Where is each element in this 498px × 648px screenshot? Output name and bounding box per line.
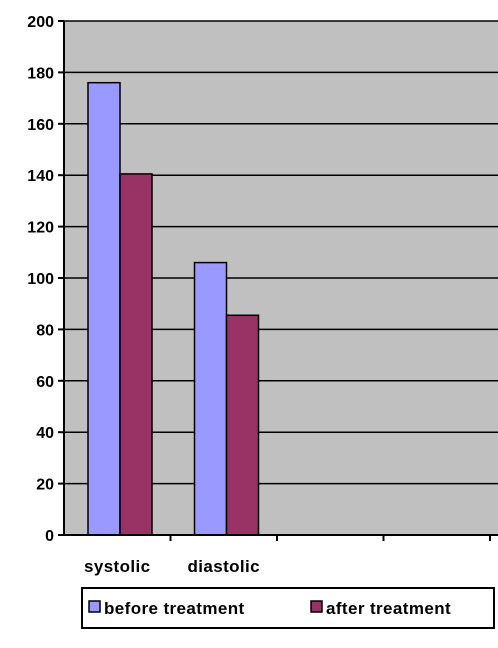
bar-before-treatment-diastolic	[193, 261, 228, 536]
x-category-label-systolic: systolic	[84, 557, 151, 576]
y-tick-label-200: 200	[27, 14, 54, 31]
legend-box	[81, 587, 495, 629]
bars	[87, 81, 260, 536]
x-category-labels: systolic diastolic	[84, 557, 260, 576]
y-tick-labels: 0 20 40 60 80 100 120 140 160 180 200	[27, 14, 54, 545]
bar-after-treatment-diastolic	[225, 314, 260, 536]
legend-label-after-treatment: after treatment	[326, 599, 451, 618]
axes	[58, 20, 498, 541]
y-tick-label-40: 40	[36, 425, 54, 442]
y-tick-label-180: 180	[27, 65, 54, 82]
y-tick-label-160: 160	[27, 117, 54, 134]
legend-swatch-before-treatment	[88, 600, 101, 613]
bar-before-treatment-systolic	[87, 81, 121, 536]
x-category-label-diastolic: diastolic	[187, 557, 260, 576]
y-tick-label-80: 80	[36, 322, 54, 339]
legend-label-before-treatment: before treatment	[104, 599, 245, 618]
legend-swatch-after-treatment	[310, 600, 323, 613]
y-tick-label-120: 120	[27, 220, 54, 237]
y-tick-label-20: 20	[36, 477, 54, 494]
y-tick-label-0: 0	[45, 528, 54, 545]
bar-after-treatment-systolic	[119, 173, 153, 536]
y-tick-label-100: 100	[27, 271, 54, 288]
y-tick-label-140: 140	[27, 168, 54, 185]
legend: before treatment after treatment	[81, 587, 495, 629]
y-tick-label-60: 60	[36, 374, 54, 391]
